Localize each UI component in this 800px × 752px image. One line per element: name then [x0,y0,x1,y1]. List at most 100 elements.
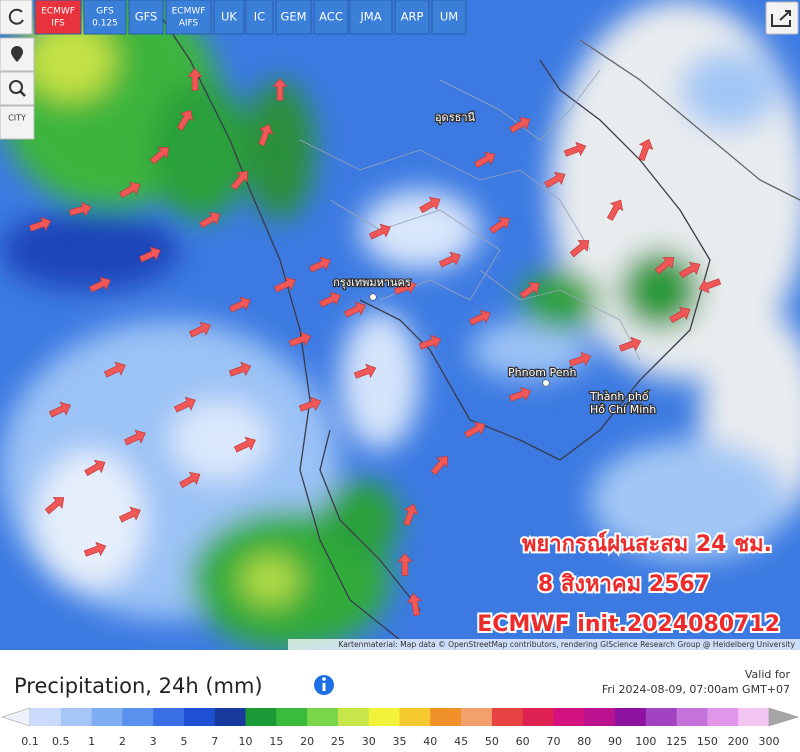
attribution: Kartenmaterial: Map data © OpenStreetMap… [338,640,795,649]
scale-label: 125 [666,735,687,748]
model-label: IFS [51,19,65,29]
wind-arrow [419,196,441,214]
overlay-line: พยากรณ์ฝนสะสม 24 ชม. [522,531,772,557]
place-label: กรุงเทพมหานคร [333,276,411,289]
scale-cell [491,708,524,726]
model-button[interactable] [275,0,312,35]
wind-arrow [474,151,496,169]
scale-label: 150 [697,735,718,748]
wind-arrow [68,201,92,217]
scale-cell [707,708,739,726]
place-label: Thành phố [589,390,649,403]
wind-arrow [272,77,288,101]
model-label: UM [440,10,458,24]
wind-arrow [698,278,722,294]
wind-arrow [393,279,417,295]
scale-label: 0.5 [52,735,70,748]
scale-label: 30 [362,735,376,748]
scale-label: 70 [546,735,560,748]
wind-arrow [118,506,141,523]
scale-label: 60 [516,735,530,748]
wind-arrow [48,401,71,418]
scale-end [1,707,31,727]
scale-cell [122,708,154,726]
overlay-text: พยากรณ์ฝนสะสม 24 ชม. 8 สิงหาคม 2567 ECMW… [475,529,782,639]
scale-cell [615,708,647,726]
model-button[interactable] [349,0,393,35]
zoom-button[interactable] [0,71,35,106]
city-button[interactable] [0,105,35,140]
place-label: Hồ Chí Minh [590,403,656,416]
model-button[interactable] [245,0,274,35]
scale-label: 5 [180,735,187,748]
wind-arrow [679,261,701,279]
pin-icon [11,46,23,62]
model-label: ECMWF [41,7,75,17]
info-icon [322,683,326,691]
valid-label: Valid for [745,668,791,681]
wind-arrow [199,211,221,229]
model-button[interactable] [128,0,164,35]
wind-arrow [654,257,675,275]
wind-arrow [273,276,296,293]
overlay-line: 8 สิงหาคม 2567 [538,572,710,597]
scale-cell [214,708,247,726]
scale-label: 200 [728,735,749,748]
zoom-icon [9,80,23,94]
model-button[interactable] [34,0,82,35]
scale-cell [738,708,770,726]
wind-arrow [83,541,107,557]
wind-arrow [519,281,540,299]
model-label: JMA [359,10,381,24]
wind-arrow [430,455,448,476]
scale-end [768,707,800,727]
borders [149,0,800,641]
scale-label: 3 [150,735,157,748]
scale-label: 20 [300,735,314,748]
wind-arrow [397,552,413,576]
wind-arrow [353,363,377,379]
color-scale: 0.1 0.5 1 2 3 5 7 10 15 20 25 30 35 40 45 50 60 70 80 90 100… [1,707,800,748]
wind-arrow [176,109,194,131]
scale-label: 300 [759,735,780,748]
wind-arrow [343,301,366,318]
refresh-icon [8,8,24,25]
model-label: IC [254,10,265,24]
rain-field [0,0,800,650]
model-label: GEM [280,10,306,24]
scale-cell [30,708,62,726]
scale-cell [307,708,339,726]
scale-label: 100 [635,735,656,748]
refresh-button[interactable] [0,0,33,35]
wind-arrow [403,503,419,527]
scale-cell [461,708,493,726]
scale-cell [276,708,308,726]
model-button[interactable] [165,0,212,35]
scale-cell [368,708,400,726]
model-button[interactable] [394,0,430,35]
model-label: GFS [96,7,114,17]
wind-arrow [119,181,141,199]
wind-arrow [149,147,170,165]
wind-arrow [138,246,161,263]
wind-arrow [288,331,312,347]
zoom-icon [19,90,26,97]
model-button[interactable] [213,0,245,35]
wind-arrow [44,497,65,515]
model-button[interactable] [431,0,467,35]
scale-label: 2 [119,735,126,748]
scale-label: 45 [454,735,468,748]
wind-arrow [123,429,146,446]
wind-arrow [258,123,274,147]
legend-panel: Precipitation, 24h (mm) Valid for Fri 20… [1,668,800,748]
wind-arrow [438,251,461,268]
overlay-line: ECMWF init.2024080712 [477,612,780,637]
model-button[interactable] [83,0,127,35]
wind-arrow [509,116,531,134]
wind-arrow [318,291,341,308]
scale-label: 90 [608,735,622,748]
city-dot [369,293,377,301]
scale-cell [522,708,554,726]
wind-arrow [418,334,442,350]
model-button[interactable] [313,0,349,35]
